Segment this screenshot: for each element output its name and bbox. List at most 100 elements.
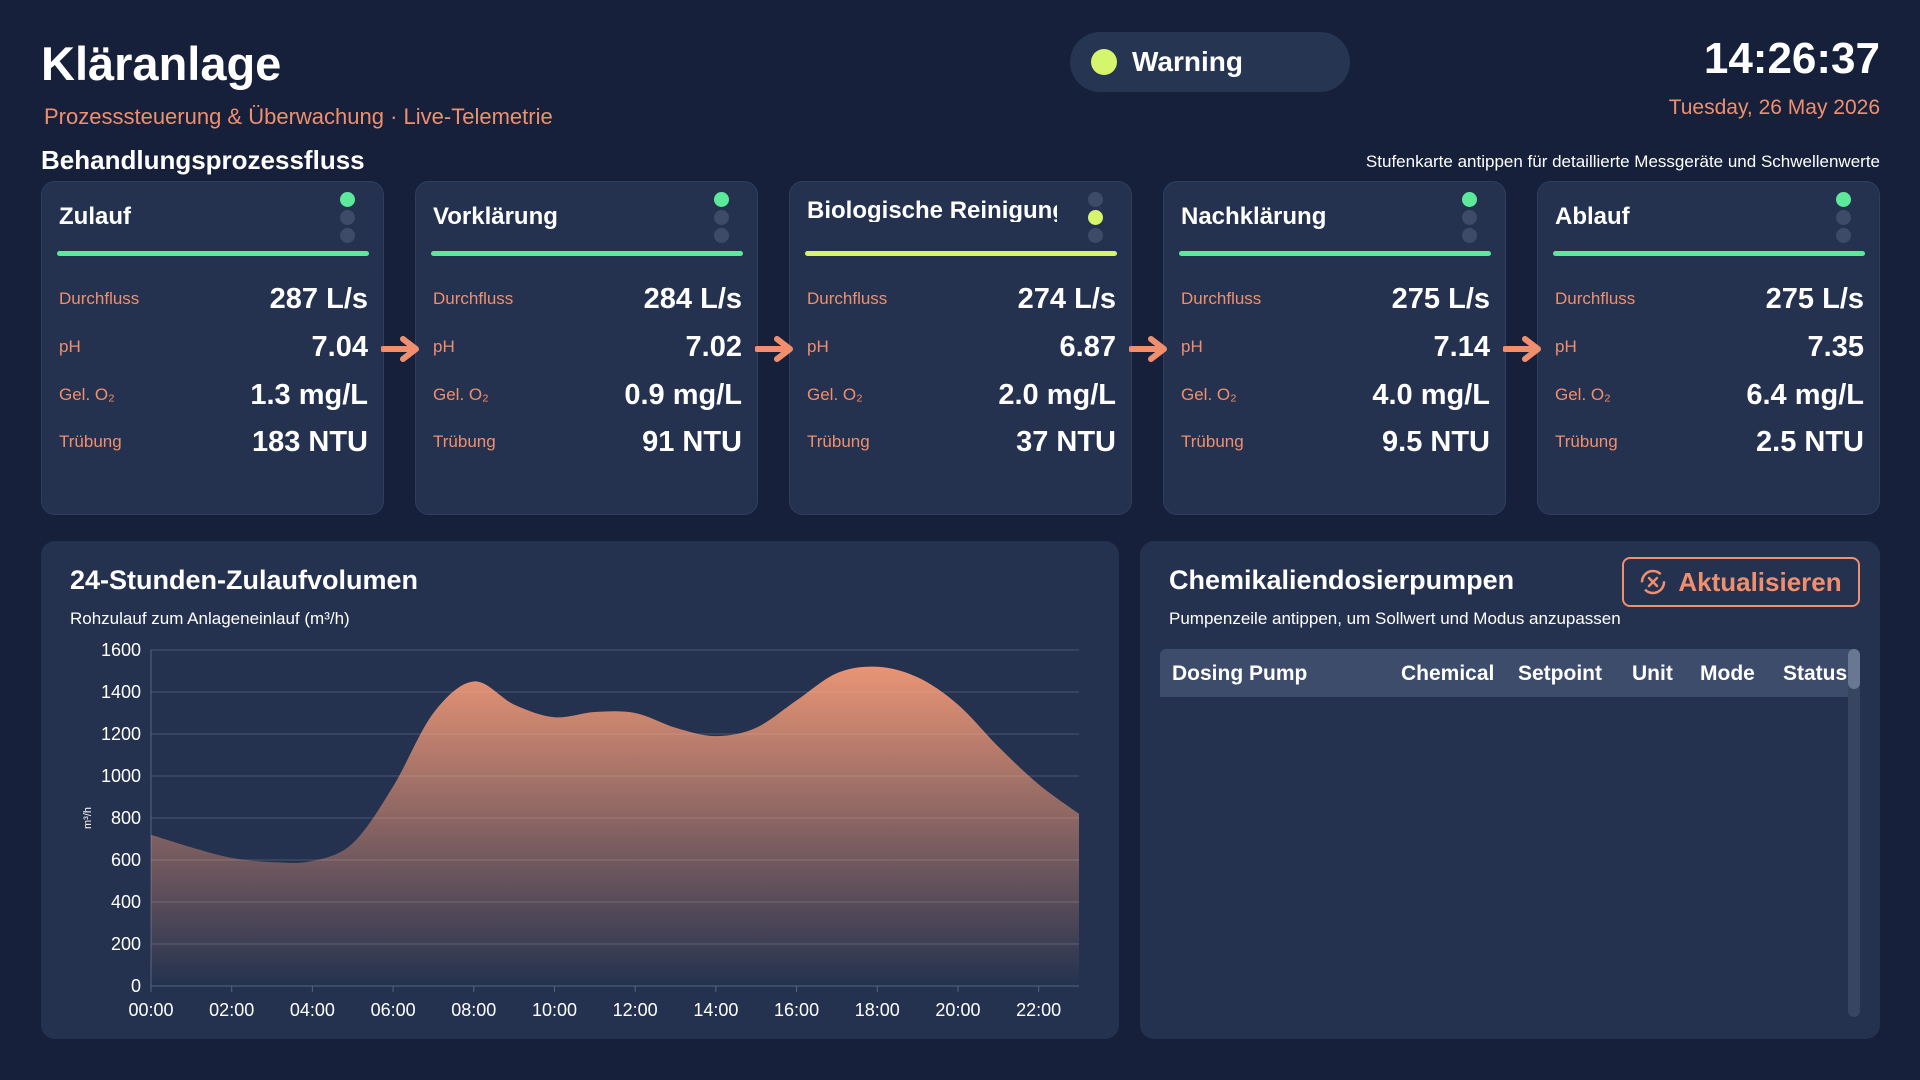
stage-name: Ablauf [1555, 203, 1630, 230]
flow-arrow-icon [755, 336, 793, 362]
metric-value: 37 NTU [1016, 425, 1116, 458]
metric-value: 274 L/s [1017, 282, 1116, 315]
metric-label: Trübung [59, 432, 122, 451]
x-tick-label: 10:00 [532, 1000, 577, 1020]
flow-arrow-icon [1129, 336, 1167, 362]
status-light-icon [1836, 210, 1851, 225]
refresh-label: Aktualisieren [1678, 566, 1842, 597]
stage-name: Biologische Reinigung [807, 197, 1057, 222]
status-lights [1462, 192, 1477, 243]
x-tick-label: 22:00 [1016, 1000, 1061, 1020]
col-unit[interactable]: Unit [1632, 662, 1673, 685]
stage-card[interactable]: Ablauf Durchfluss 275 L/s pH 7.35 Gel. O₂ 6.4 … [1537, 181, 1880, 515]
metric-label: Trübung [1181, 432, 1244, 451]
col-chemical[interactable]: Chemical [1401, 662, 1495, 685]
status-lights [714, 192, 729, 243]
metric-value: 0.9 mg/L [624, 378, 742, 411]
stage-card[interactable]: Zulauf Durchfluss 287 L/s pH 7.04 Gel. O₂ 1.3 … [41, 181, 384, 515]
flow-arrow-icon [1503, 336, 1541, 362]
table-scroll-thumb[interactable] [1848, 649, 1860, 689]
x-tick-label: 04:00 [290, 1000, 335, 1020]
status-light-icon [1088, 192, 1103, 207]
metric-label: pH [807, 337, 829, 356]
metric-row-turbidity: Trübung 2.5 NTU [1555, 422, 1864, 462]
metric-value: 1.3 mg/L [250, 378, 368, 411]
col-dosing-pump[interactable]: Dosing Pump [1172, 662, 1308, 685]
stage-status-bar [805, 251, 1117, 256]
status-indicator[interactable]: Warning [1070, 32, 1350, 92]
metric-row-flow: Durchfluss 287 L/s [59, 279, 368, 319]
metric-label: pH [1555, 337, 1577, 356]
status-light-icon [714, 192, 729, 207]
col-mode[interactable]: Mode [1700, 662, 1755, 685]
status-light-icon [1836, 192, 1851, 207]
metric-label: Gel. O₂ [1555, 385, 1611, 404]
status-light-icon [340, 228, 355, 243]
metric-value: 7.35 [1807, 330, 1864, 363]
x-tick-label: 20:00 [935, 1000, 980, 1020]
y-tick-label: 400 [111, 892, 141, 912]
status-light-icon [714, 210, 729, 225]
table-scrollbar[interactable] [1848, 649, 1860, 1017]
metric-value: 275 L/s [1391, 282, 1490, 315]
metric-label: pH [1181, 337, 1203, 356]
metric-value: 2.5 NTU [1756, 425, 1864, 458]
metric-row-flow: Durchfluss 284 L/s [433, 279, 742, 319]
metric-row-flow: Durchfluss 275 L/s [1181, 279, 1490, 319]
metric-row-o2: Gel. O₂ 4.0 mg/L [1181, 375, 1490, 415]
metric-row-o2: Gel. O₂ 0.9 mg/L [433, 375, 742, 415]
x-tick-label: 12:00 [613, 1000, 658, 1020]
y-tick-label: 800 [111, 808, 141, 828]
metric-label: Gel. O₂ [59, 385, 115, 404]
metric-label: Gel. O₂ [1181, 385, 1237, 404]
x-tick-label: 06:00 [371, 1000, 416, 1020]
refresh-icon [1641, 569, 1666, 595]
metric-row-turbidity: Trübung 183 NTU [59, 422, 368, 462]
metric-label: Durchfluss [1181, 289, 1262, 308]
metric-label: Trübung [807, 432, 870, 451]
x-tick-label: 18:00 [855, 1000, 900, 1020]
status-light-icon [1462, 228, 1477, 243]
col-setpoint[interactable]: Setpoint [1518, 662, 1602, 685]
x-tick-label: 16:00 [774, 1000, 819, 1020]
pumps-subtitle: Pumpenzeile antippen, um Sollwert und Mo… [1169, 609, 1621, 628]
stage-name: Zulauf [59, 203, 131, 230]
flow-arrow-icon [381, 336, 419, 362]
status-light-icon [1462, 210, 1477, 225]
app-title: Kläranlage [41, 37, 282, 90]
process-section-title: Behandlungsprozessfluss [41, 145, 365, 175]
status-light-icon [1462, 192, 1477, 207]
x-tick-label: 08:00 [451, 1000, 496, 1020]
chart-title: 24-Stunden-Zulaufvolumen [70, 565, 419, 595]
app-subtitle: Prozesssteuerung & Überwachung · Live-Te… [44, 104, 553, 129]
y-tick-label: 600 [111, 850, 141, 870]
stage-card[interactable]: Vorklärung Durchfluss 284 L/s pH 7.02 Gel. O₂… [415, 181, 758, 515]
stage-name: Nachklärung [1181, 203, 1327, 230]
refresh-button[interactable]: Aktualisieren [1622, 557, 1860, 607]
metric-row-o2: Gel. O₂ 1.3 mg/L [59, 375, 368, 415]
status-light-icon [340, 192, 355, 207]
metric-label: pH [433, 337, 455, 356]
status-light-icon [714, 228, 729, 243]
metric-label: Durchfluss [59, 289, 140, 308]
stage-card[interactable]: Biologische Reinigung Durchfluss 274 L/s pH… [789, 181, 1132, 515]
x-tick-label: 00:00 [128, 1000, 173, 1020]
metric-label: Gel. O₂ [807, 385, 863, 404]
stage-card[interactable]: Nachklärung Durchfluss 275 L/s pH 7.14 Gel. O… [1163, 181, 1506, 515]
metric-row-ph: pH 6.87 [807, 327, 1116, 367]
metric-value: 2.0 mg/L [998, 378, 1116, 411]
col-status[interactable]: Status [1783, 662, 1848, 685]
status-light-icon [340, 210, 355, 225]
process-section-hint: Stufenkarte antippen für detaillierte Me… [1365, 152, 1880, 171]
status-lights [340, 192, 355, 243]
metric-value: 6.87 [1059, 330, 1116, 363]
clock: 14:26:37 [1703, 34, 1880, 83]
metric-value: 7.14 [1433, 330, 1490, 363]
status-dot-icon [1091, 49, 1117, 75]
metric-value: 4.0 mg/L [1372, 378, 1490, 411]
pumps-title: Chemikaliendosierpumpen [1169, 565, 1515, 595]
y-tick-label: 1600 [101, 640, 141, 660]
metric-value: 7.02 [685, 330, 742, 363]
metric-value: 183 NTU [251, 425, 368, 458]
metric-row-ph: pH 7.14 [1181, 327, 1490, 367]
